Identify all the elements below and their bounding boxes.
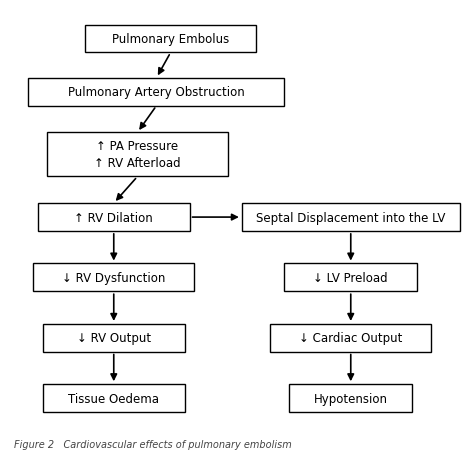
Text: ↓ RV Dysfunction: ↓ RV Dysfunction bbox=[62, 271, 165, 284]
Text: ↓ LV Preload: ↓ LV Preload bbox=[313, 271, 388, 284]
Text: Figure 2   Cardiovascular effects of pulmonary embolism: Figure 2 Cardiovascular effects of pulmo… bbox=[14, 438, 292, 449]
Text: ↓ Cardiac Output: ↓ Cardiac Output bbox=[299, 332, 402, 344]
FancyBboxPatch shape bbox=[33, 264, 194, 292]
Text: Tissue Oedema: Tissue Oedema bbox=[68, 392, 159, 405]
FancyBboxPatch shape bbox=[284, 264, 417, 292]
Text: Pulmonary Artery Obstruction: Pulmonary Artery Obstruction bbox=[68, 86, 245, 99]
FancyBboxPatch shape bbox=[85, 25, 256, 53]
Text: ↑ RV Dilation: ↑ RV Dilation bbox=[74, 211, 153, 224]
Text: Hypotension: Hypotension bbox=[314, 392, 388, 405]
FancyBboxPatch shape bbox=[43, 384, 185, 412]
FancyBboxPatch shape bbox=[38, 204, 190, 232]
FancyBboxPatch shape bbox=[289, 384, 412, 412]
FancyBboxPatch shape bbox=[43, 324, 185, 352]
FancyBboxPatch shape bbox=[47, 133, 228, 177]
Text: Pulmonary Embolus: Pulmonary Embolus bbox=[112, 33, 229, 46]
FancyBboxPatch shape bbox=[270, 324, 431, 352]
Text: Septal Displacement into the LV: Septal Displacement into the LV bbox=[256, 211, 446, 224]
Text: ↓ RV Output: ↓ RV Output bbox=[77, 332, 151, 344]
FancyBboxPatch shape bbox=[28, 79, 284, 106]
Text: ↑ PA Pressure
↑ RV Afterload: ↑ PA Pressure ↑ RV Afterload bbox=[94, 140, 181, 170]
FancyBboxPatch shape bbox=[242, 204, 460, 232]
